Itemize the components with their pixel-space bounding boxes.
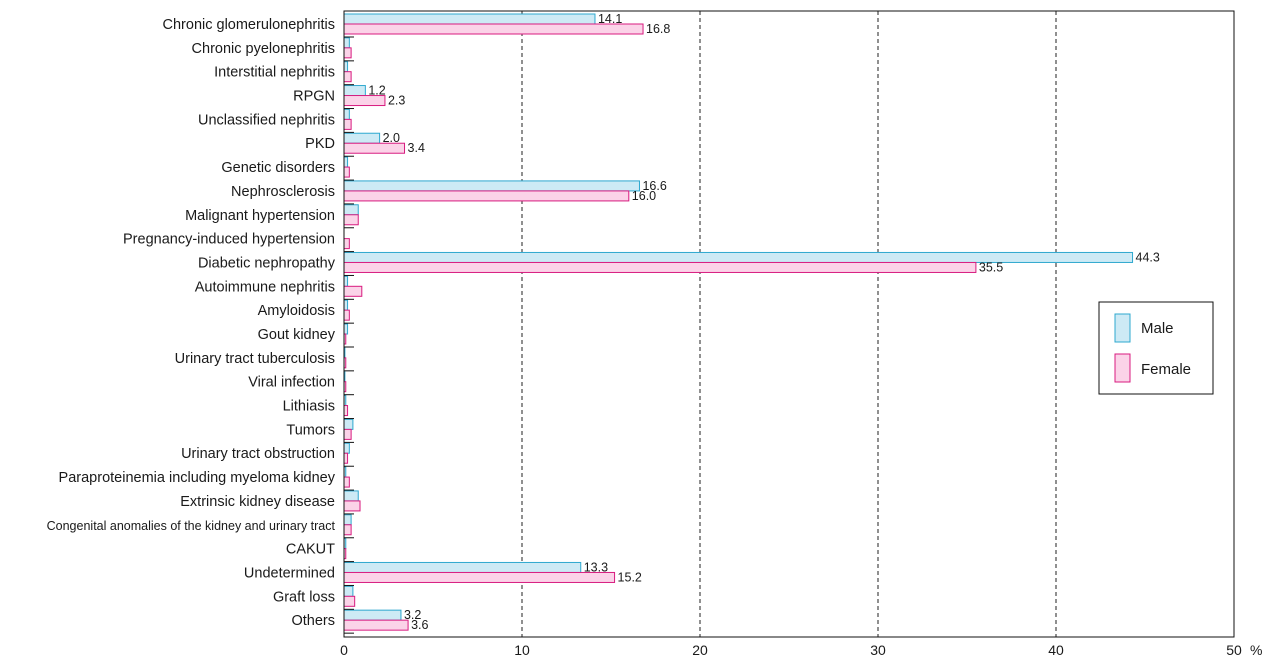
x-tick-labels: 0 10 20 30 40 50% bbox=[340, 642, 1262, 657]
category-label: Autoimmune nephritis bbox=[195, 279, 335, 295]
value-label-male: 44.3 bbox=[1136, 250, 1160, 264]
bar-male bbox=[343, 418, 354, 430]
bar-female bbox=[343, 571, 616, 583]
category-label: Genetic disorders bbox=[221, 160, 335, 176]
bar-female bbox=[343, 238, 350, 250]
bar-female bbox=[343, 524, 352, 536]
x-tick-label: 10 bbox=[514, 642, 530, 657]
plot-frame bbox=[343, 10, 1235, 638]
category-label: Malignant hypertension bbox=[185, 208, 335, 224]
value-label-male: 1.2 bbox=[368, 84, 385, 98]
bar-male bbox=[343, 251, 1134, 263]
bar-male bbox=[343, 299, 349, 311]
x-tick-label: 0 bbox=[340, 642, 348, 657]
value-label-male: 3.2 bbox=[404, 608, 421, 622]
category-label: Interstitial nephritis bbox=[214, 65, 335, 81]
bar-male bbox=[343, 204, 359, 216]
bar-male bbox=[343, 108, 350, 120]
bar-female bbox=[343, 452, 349, 464]
bar-male bbox=[343, 275, 349, 287]
value-label-male: 13.3 bbox=[584, 560, 608, 574]
bar-male bbox=[343, 61, 349, 73]
bar-female bbox=[343, 619, 409, 631]
bar-male bbox=[343, 609, 402, 621]
bar-male bbox=[343, 156, 349, 168]
category-label: CAKUT bbox=[286, 542, 335, 558]
category-label: Chronic glomerulonephritis bbox=[163, 17, 335, 33]
bar-female bbox=[343, 595, 356, 607]
bar-male bbox=[343, 585, 354, 597]
bar-female bbox=[343, 285, 363, 297]
bar-female bbox=[343, 309, 350, 321]
bar-male bbox=[343, 132, 381, 144]
bar-female bbox=[343, 405, 349, 417]
bar-female bbox=[343, 47, 352, 59]
value-label-female: 16.8 bbox=[646, 22, 670, 36]
legend: Male Female bbox=[1098, 301, 1214, 395]
category-label: Undetermined bbox=[244, 565, 335, 581]
value-label-male: 14.1 bbox=[598, 12, 622, 26]
category-label: Others bbox=[291, 613, 335, 629]
bar-female bbox=[343, 261, 977, 273]
bar-male bbox=[343, 514, 352, 526]
category-label: Pregnancy-induced hypertension bbox=[123, 232, 335, 248]
legend-label-female: Female bbox=[1141, 361, 1191, 378]
bar-female bbox=[343, 190, 630, 202]
legend-swatch-female bbox=[1114, 353, 1131, 383]
category-label: Unclassified nephritis bbox=[198, 112, 335, 128]
bar-male bbox=[343, 85, 366, 97]
value-label-female: 35.5 bbox=[979, 260, 1003, 274]
bar-male bbox=[343, 490, 359, 502]
category-label: PKD bbox=[305, 136, 335, 152]
bar-female bbox=[343, 476, 350, 488]
bar-female bbox=[343, 428, 352, 440]
category-label: Extrinsic kidney disease bbox=[180, 494, 335, 510]
bar-female bbox=[343, 118, 352, 130]
x-tick-label: 30 bbox=[870, 642, 886, 657]
category-label: Congenital anomalies of the kidney and u… bbox=[47, 519, 336, 533]
category-label: Gout kidney bbox=[258, 327, 336, 343]
category-label: Lithiasis bbox=[283, 399, 335, 415]
value-label-female: 2.3 bbox=[388, 94, 405, 108]
category-label: Viral infection bbox=[248, 375, 335, 391]
category-label: Paraproteinemia including myeloma kidney bbox=[59, 470, 336, 486]
bar-male bbox=[343, 37, 350, 49]
x-axis-unit: % bbox=[1250, 642, 1262, 657]
category-label: Chronic pyelonephritis bbox=[192, 41, 335, 57]
bar-male bbox=[343, 180, 640, 192]
x-tick-label: 40 bbox=[1048, 642, 1064, 657]
value-label-female: 16.0 bbox=[632, 189, 656, 203]
bar-female bbox=[343, 166, 350, 178]
bar-female bbox=[343, 214, 359, 226]
x-tick-label: 50 bbox=[1226, 642, 1242, 657]
bar-male bbox=[343, 561, 582, 573]
category-label: Nephrosclerosis bbox=[231, 184, 335, 200]
category-label: Urinary tract obstruction bbox=[181, 446, 335, 462]
value-label-female: 3.6 bbox=[411, 618, 428, 632]
labels-group: Chronic glomerulonephritis 14.1 16.8 Chroni… bbox=[47, 12, 1160, 634]
bar-male bbox=[343, 13, 596, 25]
grid-lines bbox=[521, 11, 1057, 637]
bars-group bbox=[343, 13, 1134, 631]
bar-male bbox=[343, 442, 350, 454]
category-label: Tumors bbox=[286, 422, 335, 438]
legend-swatch-male bbox=[1114, 313, 1131, 343]
bar-male bbox=[343, 323, 349, 335]
axes-group bbox=[343, 10, 1235, 638]
category-label: Amyloidosis bbox=[258, 303, 335, 319]
category-label: Diabetic nephropathy bbox=[198, 255, 336, 271]
category-label: RPGN bbox=[293, 89, 335, 105]
value-label-female: 3.4 bbox=[408, 141, 425, 155]
x-tick-label: 20 bbox=[692, 642, 708, 657]
category-label: Urinary tract tuberculosis bbox=[175, 351, 335, 367]
legend-label-male: Male bbox=[1141, 320, 1174, 337]
category-label: Graft loss bbox=[273, 589, 335, 605]
bar-female bbox=[343, 71, 352, 83]
value-label-male: 2.0 bbox=[383, 131, 400, 145]
bar-female bbox=[343, 500, 361, 512]
value-label-male: 16.6 bbox=[642, 179, 666, 193]
value-label-female: 15.2 bbox=[618, 570, 642, 584]
